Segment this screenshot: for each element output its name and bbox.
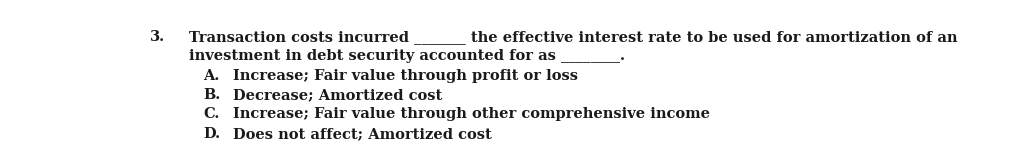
Text: Transaction costs incurred _______ the effective interest rate to be used for am: Transaction costs incurred _______ the e…	[189, 30, 958, 44]
Text: A.: A.	[204, 68, 220, 82]
Text: investment in debt security accounted for as ________.: investment in debt security accounted fo…	[189, 49, 625, 63]
Text: Decrease; Amortized cost: Decrease; Amortized cost	[233, 88, 442, 102]
Text: Increase; Fair value through other comprehensive income: Increase; Fair value through other compr…	[233, 107, 710, 121]
Text: Increase; Fair value through profit or loss: Increase; Fair value through profit or l…	[233, 68, 577, 82]
Text: D.: D.	[204, 127, 221, 141]
Text: Does not affect; Amortized cost: Does not affect; Amortized cost	[233, 127, 491, 141]
Text: C.: C.	[204, 107, 220, 121]
Text: B.: B.	[204, 88, 221, 102]
Text: 3.: 3.	[150, 30, 165, 44]
